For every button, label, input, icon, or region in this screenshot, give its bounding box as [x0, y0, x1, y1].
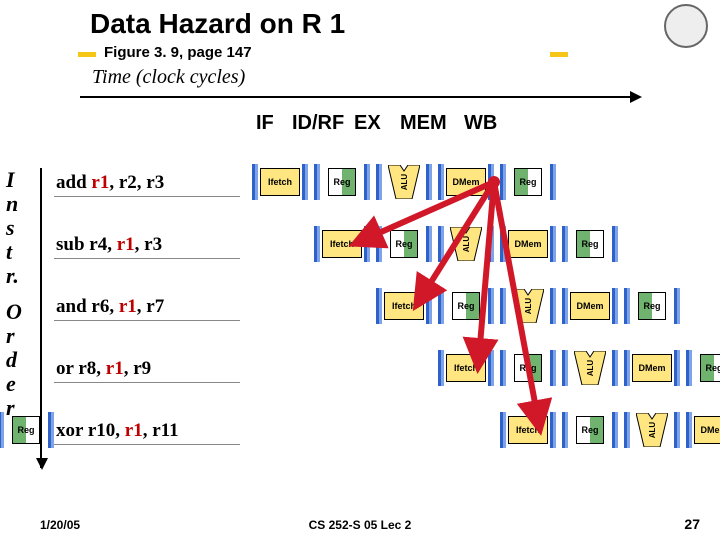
- stage-reg-write: Reg: [564, 226, 616, 262]
- stage-alu: ALU: [440, 226, 492, 262]
- yellow-tick-right: [550, 52, 568, 57]
- stage-reg-read: Reg: [316, 164, 368, 200]
- stage-header-ex: EX: [354, 112, 381, 135]
- instruction-2: and r6, r1, r7: [56, 296, 164, 318]
- leftcol-order: Order: [6, 300, 22, 420]
- stage-if: Ifetch: [440, 350, 492, 386]
- stage-dm: DMem: [440, 164, 492, 200]
- stage-alu: ALU: [564, 350, 616, 386]
- stage-reg-write: Reg: [688, 350, 720, 386]
- time-arrow: [80, 96, 640, 98]
- svg-text:ALU: ALU: [648, 422, 657, 439]
- stage-header-id: ID/RF: [292, 112, 344, 135]
- instruction-underline: [54, 320, 240, 321]
- seal-icon: [664, 4, 708, 48]
- stage-dm: DMem: [626, 350, 678, 386]
- stage-alu: ALU: [502, 288, 554, 324]
- stage-reg-read: Reg: [378, 226, 430, 262]
- stage-if: Ifetch: [378, 288, 430, 324]
- stage-header-mem: MEM: [400, 112, 447, 135]
- footer-course: CS 252-S 05 Lec 2: [0, 518, 720, 532]
- leftcol-instr: Instr.: [6, 168, 19, 288]
- stage-reg-write: Reg: [626, 288, 678, 324]
- instruction-4: xor r10, r1, r11: [56, 420, 179, 442]
- instruction-0: add r1, r2, r3: [56, 172, 164, 194]
- stage-alu: ALU: [626, 412, 678, 448]
- stage-alu: ALU: [378, 164, 430, 200]
- page-title: Data Hazard on R 1: [90, 8, 345, 40]
- stage-if: Ifetch: [254, 164, 306, 200]
- stage-header-if: IF: [256, 112, 274, 135]
- footer-slide-num: 27: [684, 516, 700, 532]
- time-label: Time (clock cycles): [92, 66, 245, 89]
- instruction-1: sub r4, r1, r3: [56, 234, 162, 256]
- stage-dm: DMem: [502, 226, 554, 262]
- yellow-tick-left: [78, 52, 96, 57]
- stage-dm: DMem: [564, 288, 616, 324]
- svg-text:ALU: ALU: [462, 236, 471, 253]
- stage-header-wb: WB: [464, 112, 497, 135]
- stage-if: Ifetch: [502, 412, 554, 448]
- svg-text:ALU: ALU: [524, 298, 533, 315]
- instruction-underline: [54, 382, 240, 383]
- svg-text:ALU: ALU: [586, 360, 595, 377]
- subtitle: Figure 3. 9, page 147: [104, 44, 252, 61]
- instruction-underline: [54, 444, 240, 445]
- stage-reg-write: Reg: [502, 164, 554, 200]
- instruction-underline: [54, 258, 240, 259]
- svg-text:ALU: ALU: [400, 174, 409, 191]
- stage-dm: DMem: [688, 412, 720, 448]
- stage-if: Ifetch: [316, 226, 368, 262]
- stage-reg-read: Reg: [564, 412, 616, 448]
- stage-reg-read: Reg: [440, 288, 492, 324]
- stage-reg-read: Reg: [502, 350, 554, 386]
- stage-reg-write: Reg: [0, 412, 52, 448]
- instruction-3: or r8, r1, r9: [56, 358, 151, 380]
- instruction-underline: [54, 196, 240, 197]
